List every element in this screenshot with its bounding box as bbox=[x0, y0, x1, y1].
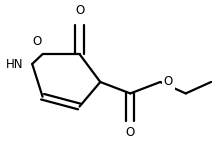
Text: O: O bbox=[75, 4, 84, 17]
Text: HN: HN bbox=[5, 58, 23, 71]
Text: O: O bbox=[164, 75, 173, 88]
Text: O: O bbox=[126, 126, 135, 139]
Text: O: O bbox=[32, 35, 41, 48]
